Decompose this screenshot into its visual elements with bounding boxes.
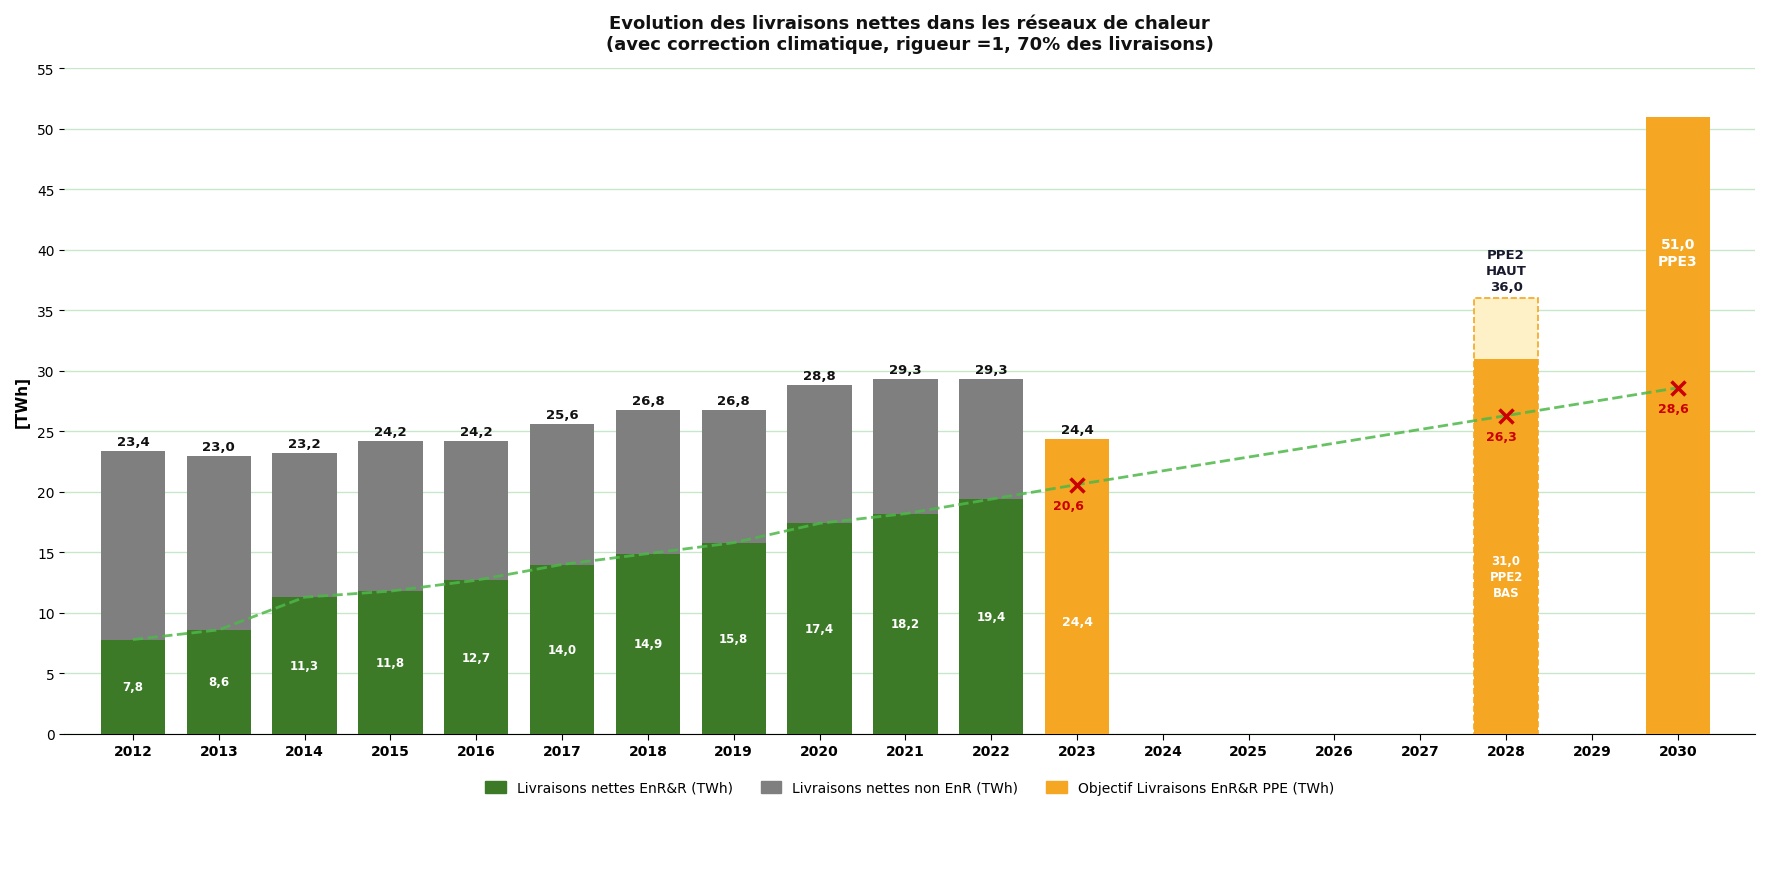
Text: 11,8: 11,8: [375, 656, 405, 669]
Text: 24,2: 24,2: [373, 426, 407, 438]
Text: 51,0
PPE3: 51,0 PPE3: [1658, 238, 1697, 269]
Text: 23,4: 23,4: [117, 435, 149, 448]
Bar: [788, 386, 851, 524]
Title: Evolution des livraisons nettes dans les réseaux de chaleur
(avec correction cli: Evolution des livraisons nettes dans les…: [605, 15, 1214, 54]
Bar: [1474, 299, 1538, 734]
Text: 28,8: 28,8: [804, 370, 835, 383]
Text: 24,4: 24,4: [1060, 423, 1094, 436]
Text: 31,0
PPE2
BAS: 31,0 PPE2 BAS: [1489, 554, 1522, 599]
Bar: [529, 565, 595, 734]
Bar: [186, 630, 251, 734]
Text: 25,6: 25,6: [545, 408, 579, 421]
Bar: [701, 543, 766, 734]
Bar: [1044, 439, 1110, 734]
Bar: [444, 580, 508, 734]
Bar: [358, 592, 423, 734]
Text: 28,6: 28,6: [1658, 403, 1689, 416]
Y-axis label: [TWh]: [TWh]: [14, 376, 30, 428]
Text: 23,0: 23,0: [202, 440, 235, 453]
Bar: [873, 515, 938, 734]
Bar: [101, 640, 165, 734]
Text: 29,3: 29,3: [889, 363, 922, 377]
Bar: [101, 451, 165, 640]
Bar: [788, 524, 851, 734]
Text: 17,4: 17,4: [805, 623, 834, 636]
Text: PPE2
HAUT
36,0: PPE2 HAUT 36,0: [1485, 249, 1526, 294]
Bar: [273, 454, 336, 598]
Text: 18,2: 18,2: [890, 617, 920, 630]
Text: 29,3: 29,3: [975, 363, 1007, 377]
Bar: [1474, 359, 1538, 734]
Text: 20,6: 20,6: [1053, 500, 1083, 513]
Text: 15,8: 15,8: [719, 632, 749, 645]
Text: 14,0: 14,0: [547, 643, 577, 656]
Text: 26,8: 26,8: [717, 394, 750, 407]
Text: 8,6: 8,6: [209, 676, 230, 688]
Text: 24,4: 24,4: [1062, 615, 1092, 629]
Bar: [616, 554, 680, 734]
Text: 24,2: 24,2: [460, 426, 492, 438]
Bar: [873, 380, 938, 515]
Bar: [529, 425, 595, 565]
Text: 23,2: 23,2: [289, 437, 320, 450]
Bar: [273, 598, 336, 734]
Text: 11,3: 11,3: [290, 659, 319, 673]
Text: 26,3: 26,3: [1487, 431, 1517, 443]
Bar: [959, 380, 1023, 500]
Bar: [358, 442, 423, 592]
Text: 19,4: 19,4: [977, 610, 1005, 623]
Bar: [444, 442, 508, 580]
Legend: Livraisons nettes EnR&R (TWh), Livraisons nettes non EnR (TWh), Objectif Livrais: Livraisons nettes EnR&R (TWh), Livraison…: [480, 775, 1340, 801]
Text: 7,8: 7,8: [122, 680, 143, 694]
Bar: [616, 410, 680, 554]
Text: 12,7: 12,7: [462, 651, 490, 664]
Text: 26,8: 26,8: [632, 394, 664, 407]
Bar: [959, 500, 1023, 734]
Bar: [1646, 118, 1710, 734]
Text: 14,9: 14,9: [634, 637, 662, 651]
Bar: [701, 410, 766, 543]
Bar: [186, 456, 251, 630]
